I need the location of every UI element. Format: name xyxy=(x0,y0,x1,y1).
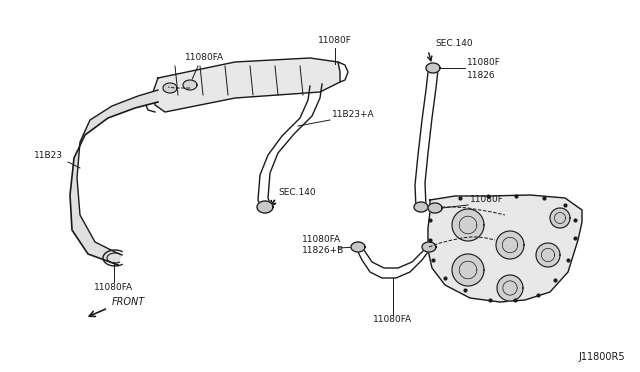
Text: J11800R5: J11800R5 xyxy=(579,352,625,362)
Text: SEC.140: SEC.140 xyxy=(435,39,472,48)
Text: 11080FA: 11080FA xyxy=(95,283,134,292)
Polygon shape xyxy=(153,58,340,112)
Text: 11080F: 11080F xyxy=(467,58,501,67)
Text: 11B23+A: 11B23+A xyxy=(332,110,374,119)
Polygon shape xyxy=(351,242,365,252)
Text: 11B23: 11B23 xyxy=(34,151,63,160)
Polygon shape xyxy=(497,275,523,301)
Text: 11080F: 11080F xyxy=(470,195,504,204)
Polygon shape xyxy=(428,195,582,302)
Text: 11826: 11826 xyxy=(467,71,495,80)
Polygon shape xyxy=(452,209,484,241)
Polygon shape xyxy=(422,242,436,252)
Text: 11080FA: 11080FA xyxy=(373,315,413,324)
Polygon shape xyxy=(428,203,442,213)
Text: 11080FA: 11080FA xyxy=(186,53,225,62)
Polygon shape xyxy=(426,63,440,73)
Polygon shape xyxy=(452,254,484,286)
Text: 11826+B: 11826+B xyxy=(302,246,344,255)
Text: 11080FA: 11080FA xyxy=(302,235,341,244)
Polygon shape xyxy=(163,83,177,93)
Polygon shape xyxy=(550,208,570,228)
Polygon shape xyxy=(536,243,560,267)
Polygon shape xyxy=(257,201,273,213)
Text: FRONT: FRONT xyxy=(112,297,145,307)
Polygon shape xyxy=(496,231,524,259)
Polygon shape xyxy=(183,80,197,90)
Text: 11080F: 11080F xyxy=(318,36,352,45)
Polygon shape xyxy=(70,90,158,265)
Text: SEC.140: SEC.140 xyxy=(278,188,316,197)
Polygon shape xyxy=(414,202,428,212)
